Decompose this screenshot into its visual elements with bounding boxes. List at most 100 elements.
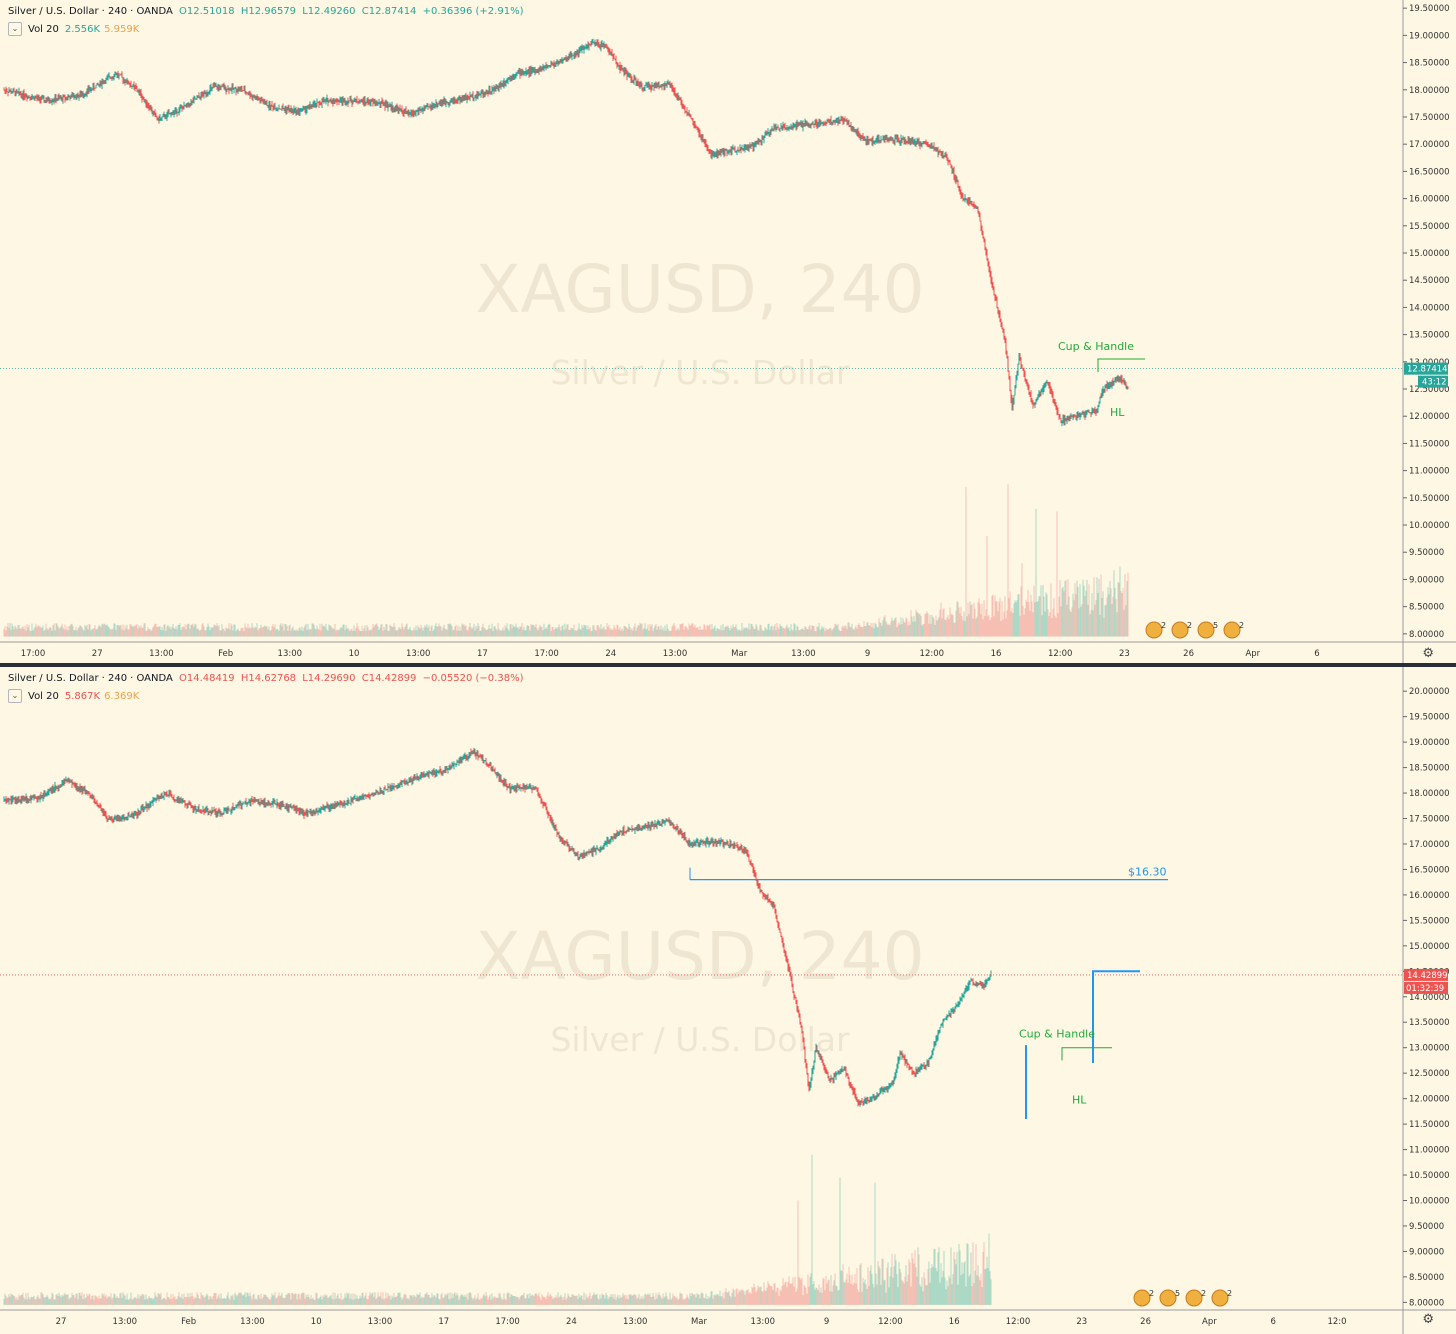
volume-bar bbox=[157, 1293, 159, 1305]
volume-bar bbox=[577, 628, 579, 637]
candle-body bbox=[145, 805, 147, 807]
candle-body bbox=[233, 88, 235, 90]
volume-bar bbox=[279, 624, 281, 637]
candle-body bbox=[227, 87, 229, 90]
volume-bar bbox=[566, 624, 568, 637]
volume-bar bbox=[824, 631, 826, 637]
volume-bar bbox=[452, 1297, 454, 1305]
time-axis-label: Apr bbox=[1202, 1317, 1217, 1327]
price-axis-label: 20.00000 bbox=[1409, 687, 1450, 697]
volume-bar bbox=[416, 630, 418, 637]
candle-body bbox=[773, 125, 775, 131]
volume-bar bbox=[247, 1293, 249, 1305]
volume-bar bbox=[1027, 589, 1029, 637]
candle-body bbox=[590, 44, 592, 46]
volume-bar bbox=[774, 624, 776, 637]
volume-bar bbox=[1118, 582, 1120, 637]
volume-bar bbox=[160, 629, 162, 637]
volume-bar bbox=[115, 630, 117, 637]
volume-bar bbox=[278, 1292, 280, 1305]
candle-body bbox=[367, 796, 369, 798]
volume-bar bbox=[675, 630, 677, 637]
volume-bar bbox=[80, 1295, 82, 1305]
candle-body bbox=[140, 809, 142, 813]
candle-body bbox=[394, 786, 396, 788]
volume-bar bbox=[856, 628, 858, 637]
candle-body bbox=[810, 124, 812, 126]
volume-bar bbox=[170, 629, 172, 637]
volume-bar bbox=[135, 624, 137, 637]
volume-bar bbox=[129, 623, 131, 637]
candle-body bbox=[526, 70, 528, 72]
volume-bar bbox=[849, 626, 851, 637]
volume-bar bbox=[324, 1294, 326, 1305]
volume-bar bbox=[558, 624, 560, 637]
candle-body bbox=[651, 85, 653, 89]
chart-pane-bottom[interactable]: XAGUSD, 240 Silver / U.S. Dollar 20.00000 1… bbox=[0, 667, 1456, 1334]
volume-bar bbox=[359, 630, 361, 637]
volume-bar bbox=[181, 1294, 183, 1305]
candle-body bbox=[1035, 399, 1037, 403]
volume-bar bbox=[848, 622, 850, 637]
volume-bar bbox=[1036, 602, 1038, 637]
volume-bar bbox=[64, 1292, 66, 1305]
candle-body bbox=[490, 91, 492, 93]
volume-bar bbox=[632, 630, 634, 637]
candle-body bbox=[404, 110, 406, 114]
volume-bar bbox=[248, 1295, 250, 1305]
volume-bar bbox=[65, 629, 67, 637]
volume-bar bbox=[51, 1292, 53, 1305]
volume-bar bbox=[524, 630, 526, 637]
candle-body bbox=[940, 151, 942, 156]
volume-bar bbox=[454, 626, 456, 637]
volume-bar bbox=[691, 623, 693, 637]
candle-body bbox=[953, 169, 955, 176]
volume-bar bbox=[812, 625, 814, 637]
volume-bar bbox=[103, 623, 105, 637]
volume-bar bbox=[83, 1293, 85, 1305]
volume-bar bbox=[342, 1299, 344, 1305]
candle-body bbox=[609, 52, 611, 54]
price-axis-label: 14.00000 bbox=[1409, 993, 1450, 1003]
volume-bar bbox=[414, 629, 416, 637]
volume-bar bbox=[881, 625, 883, 637]
volume-bar bbox=[413, 1294, 415, 1305]
volume-bar bbox=[118, 1298, 120, 1305]
pane-divider[interactable] bbox=[0, 663, 1456, 667]
candle-body bbox=[1034, 402, 1036, 405]
volume-bar bbox=[694, 624, 696, 637]
candle-body bbox=[24, 799, 26, 801]
price-axis-label: 17.00000 bbox=[1409, 140, 1450, 150]
candle-body bbox=[753, 144, 755, 148]
settings-gear-icon[interactable]: ⚙ bbox=[1422, 646, 1434, 661]
candle-body bbox=[438, 769, 440, 772]
volume-bar bbox=[208, 626, 210, 637]
candle-body bbox=[119, 74, 121, 76]
volume-bar bbox=[185, 1296, 187, 1305]
candle-body bbox=[159, 796, 161, 798]
collapse-legend-icon[interactable]: ⌄ bbox=[8, 22, 22, 36]
candle-body bbox=[621, 68, 623, 70]
candle-body bbox=[21, 797, 23, 802]
candle-body bbox=[1117, 376, 1119, 380]
candle-body bbox=[56, 787, 58, 789]
volume-bar bbox=[582, 627, 584, 637]
candle-body bbox=[649, 84, 651, 86]
candle-body bbox=[1027, 385, 1029, 387]
candle-body bbox=[217, 86, 219, 89]
volume-bar bbox=[678, 630, 680, 637]
time-axis-label: 17:00 bbox=[495, 1317, 520, 1327]
candle-body bbox=[614, 58, 616, 60]
volume-bar bbox=[461, 1294, 463, 1305]
volume-bar bbox=[991, 595, 993, 637]
volume-bar bbox=[16, 1297, 18, 1305]
volume-bar bbox=[784, 628, 786, 637]
candle-body bbox=[456, 760, 458, 764]
candle-body bbox=[147, 803, 149, 809]
candle-body bbox=[74, 95, 76, 98]
chart-pane-top[interactable]: XAGUSD, 240 Silver / U.S. Dollar 19.50000 1… bbox=[0, 0, 1456, 663]
volume-bar bbox=[205, 1295, 207, 1305]
volume-bar bbox=[476, 628, 478, 637]
